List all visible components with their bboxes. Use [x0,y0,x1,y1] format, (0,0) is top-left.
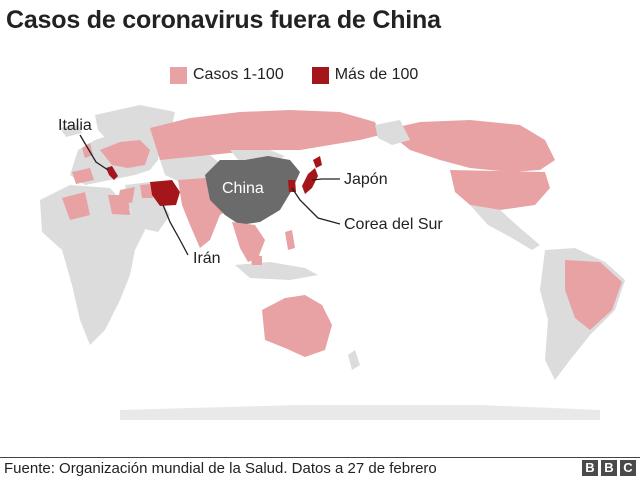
china [205,156,300,225]
mexico-central-america [470,205,540,250]
bbc-logo-c: C [620,460,636,476]
leader-iran [162,204,189,256]
source-note: Fuente: Organización mundial de la Salud… [4,460,437,477]
spain [72,168,94,184]
brazil [565,260,622,330]
leader-italia [79,134,109,171]
japan [302,168,318,194]
iraq-kuwait [140,184,153,198]
usa [450,170,550,210]
legend-item-low: Casos 1-100 [170,66,284,84]
africa [40,185,145,345]
legend-swatch-high [311,66,329,84]
legend-swatch-low [170,66,187,84]
leader-japon [311,178,340,181]
italy [106,166,118,180]
alaska [375,120,410,145]
malaysia [250,255,262,265]
legend-label-high: Más de 100 [334,66,419,83]
russia [150,110,380,160]
antarctica [120,405,600,420]
leader-corea [291,187,341,225]
label-iran: Irán [193,250,221,267]
label-china: China [222,180,264,197]
australia [262,295,332,357]
egypt [108,195,130,215]
chart-title: Casos de coronavirus fuera de China [6,6,441,34]
label-corea: Corea del Sur [344,216,443,233]
legend: Casos 1-100 Más de 100 [170,66,446,84]
label-italia: Italia [58,117,92,134]
algeria [62,192,90,220]
footer-divider [0,457,640,458]
bbc-logo-b1: B [582,460,598,476]
legend-item-high: Más de 100 [311,66,419,84]
iran [150,180,180,206]
canada [385,120,555,172]
bbc-logo: B B C [582,460,636,476]
indonesia [235,262,318,280]
label-japon: Japón [344,171,388,188]
world-map: Italia China Japón Corea del Sur Irán [40,105,625,420]
uk [82,143,93,158]
japan-north [313,156,322,168]
iceland [60,125,82,137]
bbc-logo-b2: B [601,460,617,476]
southeast-asia [232,222,265,262]
new-zealand [348,350,360,370]
philippines [285,230,295,250]
south-korea [288,180,296,192]
europe-affected [100,140,150,168]
legend-label-low: Casos 1-100 [193,66,284,83]
